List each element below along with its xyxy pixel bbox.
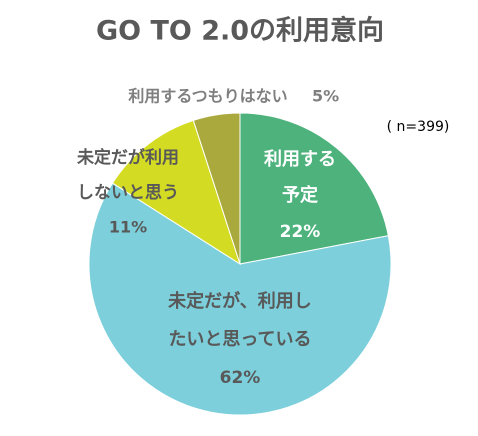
chart-subtitle: ( n=399) <box>387 119 450 135</box>
slice-label: 予定 <box>282 184 318 206</box>
value-label: 11% <box>109 218 147 237</box>
slice-label: 利用するつもりはない <box>128 87 287 106</box>
pie-slice <box>111 119 241 266</box>
pie-slice <box>192 112 241 265</box>
slice-label: 未定だが利用 <box>76 147 179 168</box>
slice-label: 未定だが、利用し <box>168 290 312 312</box>
slice-label: たいと思っている <box>168 329 311 350</box>
slice-label: 利用する <box>264 148 336 170</box>
value-label: 62% <box>220 368 261 388</box>
chart-title: GO TO 2.0の利用意向 <box>96 15 384 47</box>
value-label: 5% <box>312 87 339 106</box>
value-label: 22% <box>280 222 321 242</box>
pie-slice <box>239 112 389 265</box>
slice-label: しないと思う <box>77 183 179 203</box>
pie-slice <box>88 182 392 416</box>
